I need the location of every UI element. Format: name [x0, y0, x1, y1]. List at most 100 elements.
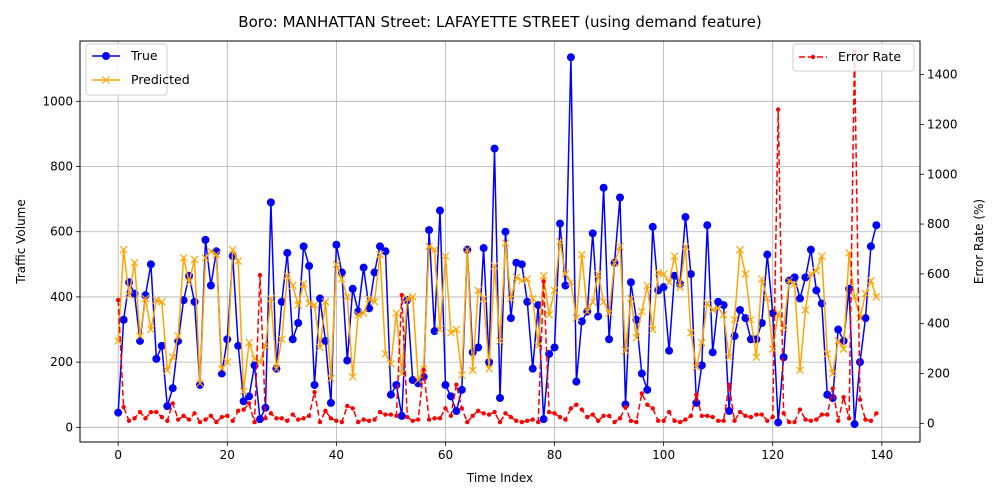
x-tick-label: 100	[652, 448, 675, 462]
data-point	[606, 413, 612, 419]
data-point	[699, 413, 705, 419]
data-point	[290, 412, 295, 417]
data-point	[552, 411, 557, 416]
data-point	[321, 297, 330, 306]
data-point	[872, 221, 881, 230]
data-point	[152, 354, 161, 363]
data-point	[403, 294, 412, 303]
data-point	[252, 419, 257, 425]
data-point	[170, 401, 175, 406]
data-point	[741, 314, 750, 323]
data-point	[326, 374, 335, 383]
data-point	[334, 418, 339, 424]
data-point	[786, 419, 792, 425]
data-point	[539, 271, 548, 280]
data-point	[470, 413, 475, 419]
data-point	[234, 341, 243, 350]
data-point	[454, 382, 459, 387]
data-point	[637, 369, 646, 378]
data-point	[206, 247, 215, 256]
data-point	[517, 260, 526, 269]
data-point	[136, 332, 144, 340]
data-point	[588, 297, 597, 306]
data-point	[781, 411, 786, 416]
data-point	[572, 377, 581, 386]
data-point	[283, 271, 292, 280]
data-point	[239, 397, 248, 406]
data-point	[566, 53, 575, 62]
data-point	[146, 325, 155, 334]
data-point	[585, 414, 590, 420]
data-point	[457, 385, 466, 394]
data-point	[790, 279, 799, 288]
data-point	[132, 416, 137, 421]
data-point	[577, 250, 586, 259]
data-point	[572, 314, 581, 323]
x-tick-label: 120	[761, 448, 784, 462]
data-point	[246, 401, 252, 406]
data-point	[523, 275, 532, 283]
data-point	[792, 419, 797, 425]
x-tick-label: 40	[329, 448, 344, 462]
data-point	[208, 413, 214, 419]
data-point	[148, 409, 154, 415]
data-point	[157, 297, 166, 306]
data-point	[535, 419, 541, 425]
data-point	[828, 369, 837, 378]
data-point	[474, 343, 483, 352]
data-point	[774, 418, 783, 427]
data-point	[623, 404, 628, 410]
data-point	[850, 420, 859, 429]
y-axis-title: Traffic Volume	[14, 199, 28, 285]
data-point	[465, 419, 470, 425]
data-point	[568, 406, 574, 411]
data-point	[121, 404, 126, 410]
data-point	[277, 335, 286, 344]
data-point	[266, 198, 275, 207]
data-point	[299, 242, 308, 251]
data-point	[637, 307, 646, 316]
data-point	[457, 371, 466, 380]
data-point	[708, 306, 717, 314]
data-point	[388, 412, 394, 417]
data-point	[574, 402, 579, 407]
data-point	[835, 418, 841, 424]
data-point	[323, 408, 328, 414]
data-point	[154, 409, 159, 415]
data-point	[588, 229, 597, 238]
data-point	[306, 413, 312, 419]
data-point	[377, 409, 383, 415]
data-point	[746, 315, 755, 324]
data-point	[219, 414, 225, 420]
data-point	[212, 250, 221, 259]
data-point	[397, 369, 406, 378]
y2-tick-label: 0	[927, 416, 935, 430]
data-point	[285, 418, 290, 424]
data-point	[452, 325, 461, 334]
data-point	[163, 402, 172, 411]
data-point	[541, 279, 546, 284]
series-line-predicted	[117, 241, 878, 392]
data-point	[539, 415, 548, 424]
data-point	[332, 260, 341, 269]
data-point	[643, 385, 652, 394]
data-point	[634, 419, 639, 425]
data-point	[223, 335, 232, 344]
data-point	[190, 297, 199, 306]
data-point	[594, 270, 603, 279]
data-point	[339, 419, 345, 425]
data-point	[196, 379, 204, 388]
data-point	[514, 418, 519, 424]
data-point	[550, 343, 559, 352]
data-point	[474, 286, 483, 295]
data-point	[519, 419, 525, 425]
x-tick-label: 80	[547, 448, 562, 462]
data-point	[501, 239, 510, 248]
data-point	[317, 419, 323, 425]
x-tick-label: 20	[220, 448, 235, 462]
data-point	[703, 299, 712, 308]
data-point	[512, 273, 521, 282]
data-point	[830, 386, 835, 391]
data-point	[583, 307, 592, 316]
data-point	[294, 301, 303, 309]
